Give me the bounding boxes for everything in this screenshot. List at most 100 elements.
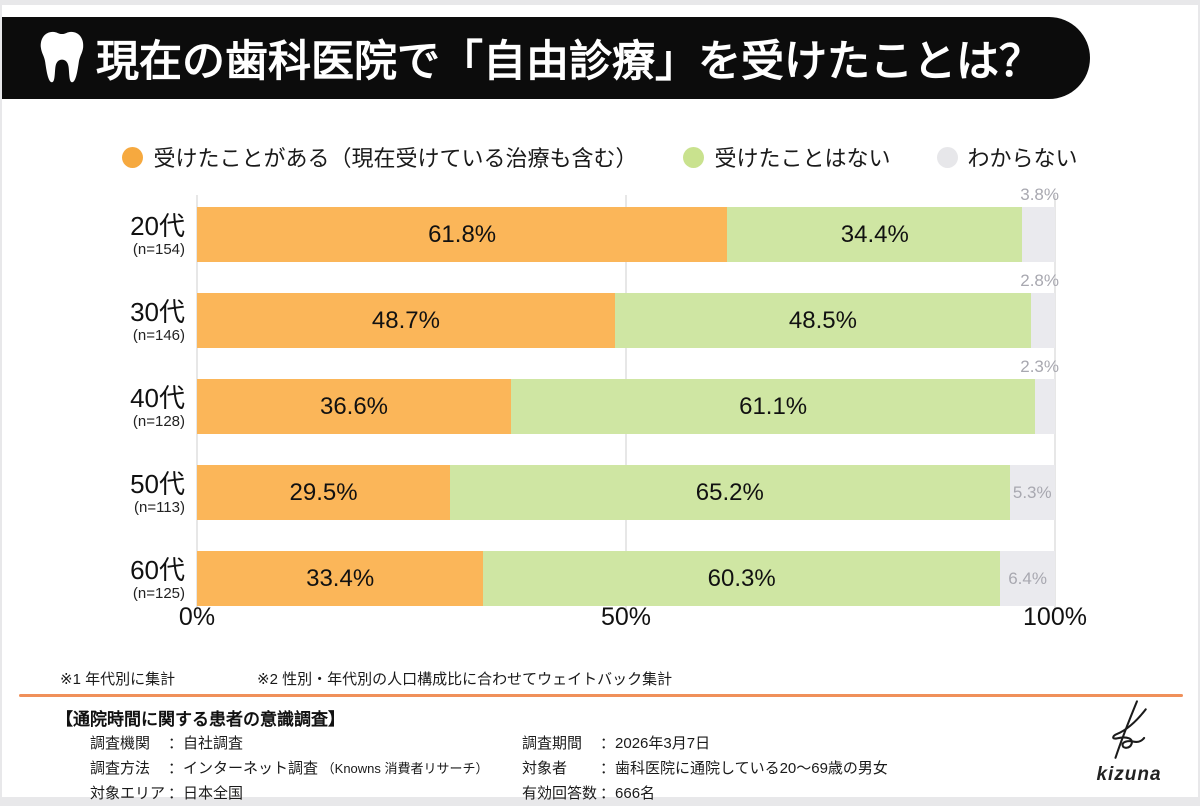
- segment-value-label: 48.5%: [788, 306, 857, 334]
- legend-label: わからない: [967, 146, 1078, 171]
- segment-value-label: 34.4%: [840, 220, 909, 248]
- detail-value-note: （Knowns 消費者リサーチ）: [318, 761, 489, 776]
- category-name: 20代: [130, 210, 185, 241]
- survey-details-right: 調査期間： 2026年3月7日 対象者：歯科医院に通院している20〜69歳の男女 有効…: [522, 731, 888, 806]
- legend-item-2: わからない: [936, 141, 1078, 173]
- bar-segment-0: 61.8%: [197, 207, 728, 262]
- bar-segment-0: 48.7%: [197, 293, 615, 348]
- other-value-label: 5.3%: [1012, 482, 1052, 502]
- kizuna-logo-text: kizuna: [1096, 764, 1162, 785]
- survey-detail-row: 調査期間 ： 2026年3月7日: [522, 731, 888, 756]
- detail-value: 日本全国: [183, 785, 244, 802]
- detail-label: 調査方法: [90, 760, 151, 777]
- legend-dot-icon: [122, 146, 144, 168]
- segment-value-label: 36.6%: [319, 392, 389, 420]
- bar-segment-1: 48.5%: [614, 293, 1031, 348]
- legend-dot-icon: [936, 146, 958, 168]
- legend-item-1: 受けたことはない: [683, 141, 891, 173]
- category-sample-size: (n=113): [133, 498, 185, 516]
- other-value-label: 6.4%: [1008, 568, 1047, 588]
- detail-colon: ：: [168, 760, 184, 777]
- category-sample-size: (n=125): [132, 584, 185, 602]
- detail-colon: ：: [168, 735, 184, 752]
- other-value-label: 2.8%: [1020, 271, 1059, 290]
- detail-colon: ：: [168, 785, 184, 802]
- survey-detail-row: 有効回答数： 666名: [522, 781, 888, 806]
- survey-detail-row: 対象エリア：日本全国: [90, 781, 489, 806]
- x-axis-tick-50: 50%: [600, 603, 652, 631]
- segment-value-label: 61.1%: [739, 392, 808, 420]
- bar-row-20代: 20代 (n=154) 61.8% 34.4% 3.8%: [130, 185, 1059, 262]
- bar-segment-0: 36.6%: [197, 379, 512, 434]
- detail-label: 有効回答数: [522, 785, 598, 802]
- bar-segment-0: 33.4%: [197, 551, 484, 606]
- detail-colon: ：: [600, 760, 616, 777]
- category-label: 50代 (n=113): [17, 468, 185, 516]
- detail-colon: ：: [600, 785, 616, 802]
- bar-segment-0: 29.5%: [197, 465, 451, 520]
- segment-value-label: 61.8%: [428, 220, 497, 248]
- footnote-1: ※1 年代別に集計: [60, 671, 176, 688]
- kizuna-signature-icon: [1112, 700, 1147, 759]
- infographic-page: 現在の歯科医院で「自由診療」を受けたことは？ 受けたことがある（現在受けている治…: [2, 5, 1198, 802]
- page-title: 現在の歯科医院で「自由診療」を受けたことは？: [96, 38, 1042, 86]
- bar-segment-2: 6.4%: [1000, 551, 1055, 606]
- legend-label: 受けたことはない: [714, 146, 891, 171]
- segment-value-label: 65.2%: [695, 478, 764, 506]
- bar-row-30代: 30代 (n=146) 48.7% 48.5% 2.8%: [130, 271, 1059, 348]
- footer-divider: [19, 694, 1183, 697]
- other-value-label: 3.8%: [1020, 185, 1059, 204]
- legend-item-0: 受けたことがある（現在受けている治療も含む）: [122, 141, 637, 173]
- bar-segment-1: 60.3%: [483, 551, 1001, 606]
- segment-value-label: 48.7%: [371, 306, 440, 334]
- segment-value-label: 60.3%: [707, 564, 776, 592]
- x-axis-tick-0: 0%: [178, 603, 216, 631]
- bar-segment-2: [1035, 379, 1055, 434]
- header-banner: 現在の歯科医院で「自由診療」を受けたことは？: [2, 17, 1090, 99]
- detail-value: 歯科医院に通院している20〜69歳の男女: [615, 760, 888, 777]
- bar-segment-1: 65.2%: [450, 465, 1010, 520]
- x-axis-tick-100: 100%: [1023, 603, 1087, 631]
- bar-row-50代: 50代 (n=113) 29.5% 65.2% 5.3%: [130, 465, 1055, 520]
- detail-value: 666名: [615, 785, 656, 802]
- kizuna-logo: kizuna: [1087, 699, 1171, 786]
- category-label: 40代 (n=128): [17, 382, 185, 430]
- category-sample-size: (n=154): [132, 240, 185, 258]
- bar-segment-2: [1030, 293, 1055, 348]
- gridline-100: [1054, 195, 1056, 610]
- bar-row-60代: 60代 (n=125) 33.4% 60.3% 6.4%: [130, 551, 1055, 606]
- detail-value: 自社調査: [183, 735, 244, 752]
- detail-colon: ：: [600, 735, 616, 752]
- survey-detail-row: 調査方法 ：インターネット調査 （Knowns 消費者リサーチ）: [90, 756, 489, 781]
- detail-label: 調査期間: [522, 735, 583, 752]
- survey-detail-row: 調査機関 ：自社調査: [90, 731, 489, 756]
- detail-value: 2026年3月7日: [615, 735, 711, 752]
- stacked-bar-chart: 20代 (n=154) 61.8% 34.4% 3.8% 30代 (n=146) 48.7% 4…: [130, 185, 1087, 631]
- legend-label: 受けたことがある（現在受けている治療も含む）: [153, 146, 638, 171]
- category-sample-size: (n=128): [132, 412, 185, 430]
- tooth-icon: [40, 31, 84, 83]
- bar-segment-1: 61.1%: [511, 379, 1036, 434]
- footnote-2: ※2 性別・年代別の人口構成比に合わせてウェイトバック集計: [257, 671, 673, 688]
- category-label: 20代 (n=154): [17, 210, 185, 258]
- detail-value: インターネット調査: [183, 760, 319, 777]
- other-value-label: 2.3%: [1020, 357, 1059, 376]
- segment-value-label: 29.5%: [289, 478, 358, 506]
- legend: 受けたことがある（現在受けている治療も含む） 受けたことはない わからない: [2, 141, 1198, 173]
- survey-details-left: 調査機関：自社調査 調査方法：インターネット調査 （Knowns 消費者リサーチ）…: [90, 731, 489, 806]
- detail-label: 調査機関: [90, 735, 151, 752]
- bar-row-40代: 40代 (n=128) 36.6% 61.1% 2.3%: [130, 357, 1059, 434]
- bar-segment-2: [1022, 207, 1055, 262]
- detail-label: 対象エリア: [90, 785, 166, 802]
- category-label: 60代 (n=125): [17, 555, 185, 602]
- category-name: 50代: [130, 468, 185, 499]
- bar-segment-2: 5.3%: [1009, 465, 1055, 520]
- category-label: 30代 (n=146): [17, 297, 185, 344]
- legend-dot-icon: [683, 146, 705, 168]
- category-sample-size: (n=146): [132, 326, 185, 344]
- bar-segment-1: 34.4%: [727, 207, 1023, 262]
- category-name: 40代: [130, 382, 185, 413]
- survey-title: 【通院時間に関する患者の意識調査】: [56, 710, 345, 729]
- survey-detail-row: 対象者 ：歯科医院に通院している20〜69歳の男女: [522, 756, 888, 781]
- segment-value-label: 33.4%: [306, 564, 375, 592]
